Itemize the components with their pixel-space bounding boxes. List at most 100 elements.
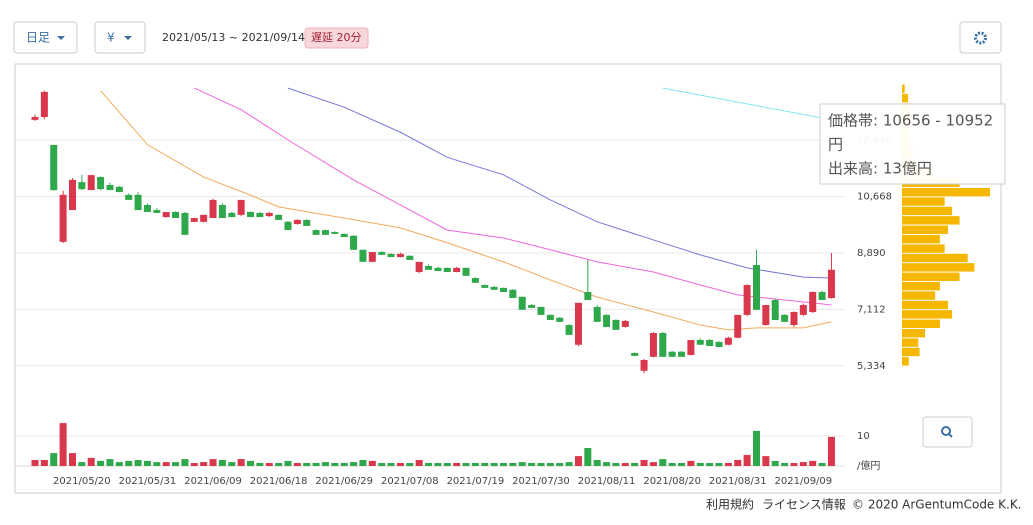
x-tick-label: 2021/06/18: [250, 476, 308, 487]
volume-bar: [209, 459, 217, 466]
candle-body: [68, 179, 76, 211]
volume-bar: [490, 463, 498, 466]
volume-profile-bar: [902, 197, 945, 206]
candle-body: [153, 210, 161, 213]
volume-bar: [247, 460, 255, 466]
volume-bar: [40, 460, 48, 466]
candle-body: [471, 278, 479, 283]
x-tick-label: 2021/06/09: [184, 476, 242, 487]
x-tick-label: 2021/05/31: [119, 476, 177, 487]
tooltip-box: [819, 103, 1006, 185]
footer-link[interactable]: 利用規約: [706, 497, 754, 512]
volume-bar: [584, 448, 592, 466]
volume-bar: [406, 463, 414, 466]
caret: [124, 36, 132, 40]
candle-body: [265, 212, 273, 217]
volume-profile-bar: [902, 84, 905, 93]
candle-body: [368, 251, 376, 262]
volume-profile-bar: [902, 216, 960, 225]
zoom-button[interactable]: [922, 416, 973, 448]
x-tick-label: 2021/06/29: [315, 476, 373, 487]
volume-bar: [621, 463, 629, 466]
candle-body: [293, 219, 301, 225]
volume-bar: [359, 460, 367, 466]
volume-bar: [715, 463, 723, 466]
volume-bar: [218, 460, 226, 466]
candle-body: [425, 265, 433, 270]
volume-bar: [752, 430, 760, 466]
volume-bar: [378, 463, 386, 466]
volume-bar: [528, 463, 536, 466]
candle-body: [50, 144, 58, 191]
currency-button[interactable]: [94, 21, 146, 54]
candle-body: [396, 253, 404, 258]
volume-bar: [724, 463, 732, 466]
period-label: 日足: [26, 31, 50, 45]
currency-label: ¥: [107, 31, 115, 45]
footer-link[interactable]: ライセンス情報: [762, 498, 846, 512]
volume-profile-bar: [902, 206, 953, 216]
volume-bar: [143, 460, 151, 466]
plot: 5,3347,1128,89010,66812,4462021/05/20202…: [15, 84, 991, 487]
volume-bar: [303, 463, 311, 466]
candle-body: [340, 233, 348, 238]
candle-body: [724, 337, 732, 345]
volume-bar: [97, 460, 105, 466]
x-tick-label: 2021/08/20: [643, 476, 701, 487]
y-tick-label: 5,334: [857, 361, 886, 372]
candle-body: [434, 267, 442, 272]
volume-bar: [593, 460, 601, 466]
volume-bar: [827, 436, 835, 466]
candle-body: [312, 230, 320, 235]
candle-body: [453, 267, 461, 273]
unit-label: /億円: [857, 459, 880, 472]
volume-bar: [734, 460, 742, 466]
volume-bar: [153, 462, 161, 466]
volume-bar: [265, 463, 273, 466]
copyright: © 2020 ArGentumCode K.K.: [852, 498, 1022, 512]
volume-bar: [59, 423, 67, 466]
candle-body: [321, 230, 329, 235]
candle-body: [649, 332, 657, 357]
period-button[interactable]: [13, 21, 78, 54]
volume-bar: [706, 463, 714, 466]
settings-button[interactable]: [959, 21, 1002, 54]
candle-body: [546, 314, 554, 320]
candle-body: [106, 184, 114, 191]
candle-body: [331, 231, 339, 234]
candle-body: [612, 319, 620, 330]
volume-bar: [537, 463, 545, 466]
volume-bar: [631, 463, 639, 466]
candle-body: [350, 235, 358, 250]
candle-body: [621, 320, 629, 327]
caret: [57, 36, 65, 40]
candle-body: [378, 251, 386, 255]
candle-body: [518, 296, 526, 310]
volume-bar: [134, 460, 142, 466]
volume-bar: [434, 463, 442, 466]
candle-body: [275, 214, 283, 220]
candle-body: [668, 351, 676, 357]
volume-bar: [293, 463, 301, 466]
candle-body: [303, 219, 311, 226]
volume-bar: [659, 459, 667, 466]
y-tick-label: 8,890: [857, 248, 886, 259]
volume-profile-bar: [902, 328, 926, 338]
candle-body: [228, 212, 236, 218]
volume-bar: [87, 457, 95, 466]
volume-bar: [31, 460, 39, 466]
volume-bar: [284, 460, 292, 466]
volume-bar: [781, 463, 789, 466]
candle-body: [678, 351, 686, 357]
volume-bar: [78, 462, 86, 466]
candle-body: [443, 267, 451, 273]
candle-body: [415, 261, 423, 273]
zoom-icon: [941, 426, 951, 436]
tooltip-text: 円: [828, 136, 843, 154]
candle-body: [31, 117, 39, 120]
candle-body: [181, 212, 189, 235]
volume-profile-bar: [902, 272, 960, 281]
volume-bar: [425, 463, 433, 466]
candle-body: [162, 211, 170, 218]
volume-profile-bar: [902, 319, 940, 328]
